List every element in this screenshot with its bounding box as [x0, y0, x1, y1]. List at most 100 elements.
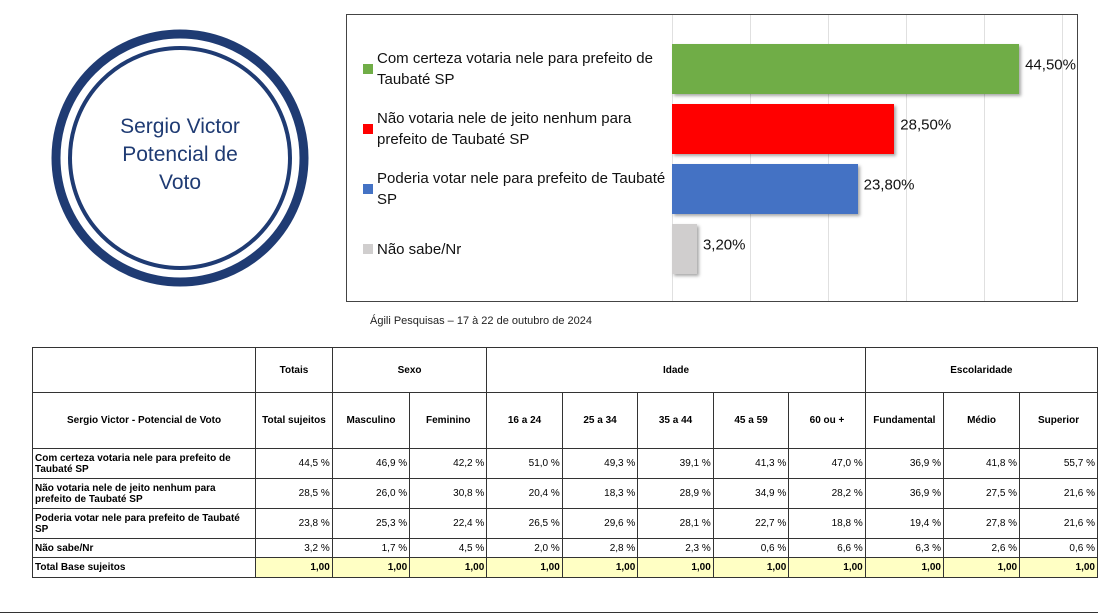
column-header: 25 a 34	[561, 392, 639, 449]
cell: 25,3 %	[331, 508, 411, 539]
cell: 20,4 %	[486, 478, 563, 509]
cell: 28,1 %	[637, 508, 714, 539]
category-label: Não votaria nele de jeito nenhum para pr…	[377, 110, 632, 148]
cell: 22,4 %	[409, 508, 488, 539]
cell: 1,00	[409, 557, 488, 578]
cell: 51,0 %	[486, 448, 563, 479]
cell: 1,00	[1019, 557, 1098, 578]
data-row: Não votaria nele de jeito nenhum para pr…	[31, 478, 1098, 509]
cell: 49,3 %	[561, 448, 639, 479]
cell: 55,7 %	[1019, 448, 1098, 479]
cell: 1,00	[942, 557, 1021, 578]
cell: 27,8 %	[942, 508, 1021, 539]
corner-cell	[31, 347, 257, 393]
row-label: Não votaria nele de jeito nenhum para pr…	[31, 478, 257, 509]
legend-swatch	[363, 244, 373, 254]
row-label: Poderia votar nele para prefeito de Taub…	[31, 508, 257, 539]
cell: 36,9 %	[864, 478, 944, 509]
group-row: Totais Sexo Idade Escolaridade	[31, 347, 1098, 393]
logo-line: Voto	[158, 171, 202, 194]
value-label: 3,20%	[702, 236, 746, 254]
cell: 2,6 %	[942, 538, 1021, 558]
cell: 6,6 %	[788, 538, 866, 558]
bottom-rule	[0, 612, 1098, 613]
cell: 21,6 %	[1019, 478, 1098, 509]
cell: 23,8 %	[255, 508, 333, 539]
bar	[672, 104, 895, 154]
bar	[672, 44, 1020, 94]
value-label: 23,80%	[863, 176, 915, 194]
cell: 1,00	[331, 557, 411, 578]
cell: 28,2 %	[788, 478, 866, 509]
grid-line	[984, 15, 985, 301]
grid-line	[750, 15, 751, 301]
cell: 1,00	[712, 557, 790, 578]
cell: 1,00	[486, 557, 563, 578]
logo-line: Sergio Victor	[120, 115, 240, 138]
row-label: Total Base sujeitos	[31, 557, 257, 578]
bar	[672, 224, 697, 274]
column-header: Total sujeitos	[255, 392, 333, 449]
cell: 22,7 %	[712, 508, 790, 539]
source: Ágili Pesquisas – 17 à 22 de outubro de …	[370, 315, 592, 327]
cell: 39,1 %	[637, 448, 714, 479]
cell: 0,6 %	[712, 538, 790, 558]
column-header: 16 a 24	[486, 392, 563, 449]
cell: 2,0 %	[486, 538, 563, 558]
category-label: Com certeza votaria nele para prefeito d…	[377, 50, 653, 88]
column-header: Superior	[1019, 392, 1098, 449]
column-header: Masculino	[331, 392, 411, 449]
category-label: Poderia votar nele para prefeito de Taub…	[377, 170, 666, 208]
cell: 28,5 %	[255, 478, 333, 509]
cell: 36,9 %	[864, 448, 944, 479]
cell: 1,00	[255, 557, 333, 578]
group-header: Idade	[486, 347, 866, 393]
column-row: Sergio Victor - Potencial de Voto Total s…	[31, 392, 1098, 449]
grid-line	[828, 15, 829, 301]
logo-ring	[51, 29, 309, 287]
bar-chart: Com certeza votaria nele para prefeito d…	[346, 14, 1078, 302]
column-header: Sergio Victor - Potencial de Voto	[31, 392, 257, 449]
value-label: 44,50%	[1025, 56, 1076, 74]
cell: 0,6 %	[1019, 538, 1098, 558]
row-label: Não sabe/Nr	[31, 538, 257, 558]
cell: 42,2 %	[409, 448, 488, 479]
column-header: Médio	[942, 392, 1021, 449]
cell: 30,8 %	[409, 478, 488, 509]
column-header: 45 a 59	[712, 392, 790, 449]
column-header: 60 ou +	[788, 392, 866, 449]
legend-swatch	[363, 184, 373, 194]
cell: 27,5 %	[942, 478, 1021, 509]
grid-line	[1062, 15, 1063, 301]
cell: 2,3 %	[637, 538, 714, 558]
cell: 28,9 %	[637, 478, 714, 509]
column-header: Feminino	[409, 392, 488, 449]
grid-line	[672, 15, 673, 301]
data-row: Com certeza votaria nele para prefeito d…	[31, 448, 1098, 479]
cell: 44,5 %	[255, 448, 333, 479]
cell: 1,00	[637, 557, 714, 578]
cell: 41,3 %	[712, 448, 790, 479]
cell: 1,7 %	[331, 538, 411, 558]
cell: 3,2 %	[255, 538, 333, 558]
category-label: Não sabe/Nr	[377, 240, 462, 258]
cell: 18,3 %	[561, 478, 639, 509]
cell: 46,9 %	[331, 448, 411, 479]
logo-text: Sergio Victor Potencial de Voto	[80, 113, 280, 197]
legend-swatch	[363, 124, 373, 134]
cell: 41,8 %	[942, 448, 1021, 479]
logo-line: Potencial de	[122, 143, 238, 166]
results-table: Totais Sexo Idade Escolaridade Sergio Victor…	[31, 347, 1098, 578]
data-row: Poderia votar nele para prefeito de Taub…	[31, 508, 1098, 539]
row-label: Com certeza votaria nele para prefeito d…	[31, 448, 257, 479]
cell: 26,0 %	[331, 478, 411, 509]
column-header: 35 a 44	[637, 392, 714, 449]
cell: 18,8 %	[788, 508, 866, 539]
grid-line	[906, 15, 907, 301]
bar	[672, 164, 858, 214]
cell: 4,5 %	[409, 538, 488, 558]
cell: 1,00	[788, 557, 866, 578]
column-header: Fundamental	[864, 392, 944, 449]
cell: 2,8 %	[561, 538, 639, 558]
